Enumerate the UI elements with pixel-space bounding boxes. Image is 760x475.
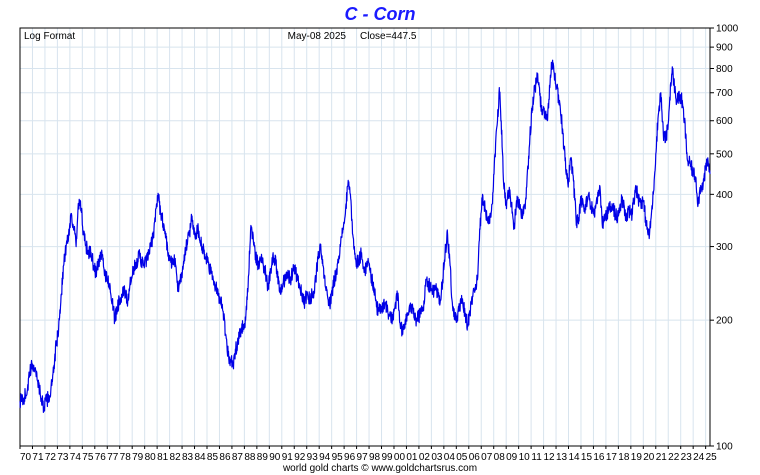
x-tick-label: 01	[406, 452, 418, 463]
y-tick-label: 200	[716, 316, 733, 327]
x-tick-label: 25	[706, 452, 718, 463]
log-format-label: Log Format	[24, 31, 75, 42]
x-tick-label: 87	[232, 452, 244, 463]
x-tick-label: 14	[568, 452, 580, 463]
x-tick-label: 70	[20, 452, 32, 463]
y-tick-label: 800	[716, 64, 733, 75]
x-tick-label: 16	[593, 452, 605, 463]
y-tick-label: 600	[716, 116, 733, 127]
corn-price-line	[19, 59, 711, 413]
x-tick-label: 93	[307, 452, 319, 463]
x-tick-label: 13	[556, 452, 568, 463]
x-tick-label: 12	[544, 452, 556, 463]
x-tick-label: 85	[207, 452, 219, 463]
x-tick-label: 94	[319, 452, 331, 463]
y-axis: 100 200 300 400 500 600 700 800 900 1000	[710, 24, 739, 453]
x-tick-label: 79	[132, 452, 144, 463]
y-tick-label: 300	[716, 242, 733, 253]
x-tick-label: 05	[456, 452, 468, 463]
x-tick-label: 15	[581, 452, 593, 463]
y-tick-label: 900	[716, 43, 733, 54]
x-tick-label: 98	[369, 452, 381, 463]
x-tick-label: 71	[32, 452, 44, 463]
x-tick-label: 73	[57, 452, 69, 463]
footer-credit: world gold charts © www.goldchartsrus.co…	[282, 463, 477, 474]
x-tick-label: 02	[419, 452, 431, 463]
x-tick-label: 95	[332, 452, 344, 463]
x-tick-label: 09	[506, 452, 518, 463]
x-tick-label: 78	[120, 452, 132, 463]
plot-frame	[19, 27, 711, 447]
x-tick-label: 08	[494, 452, 506, 463]
x-tick-label: 11	[531, 452, 542, 463]
x-axis: 70 71 72 73 74 75 76 77 78 79 80 81 82 83 84 85 86 87 88 89…	[19, 446, 718, 463]
date-label: May-08 2025	[288, 31, 347, 42]
y-tick-label: 100	[716, 442, 733, 453]
x-tick-label: 91	[282, 452, 294, 463]
x-tick-label: 83	[182, 452, 194, 463]
x-tick-label: 76	[95, 452, 107, 463]
x-tick-label: 06	[469, 452, 481, 463]
x-tick-label: 99	[381, 452, 393, 463]
x-tick-label: 74	[70, 452, 82, 463]
x-tick-label: 07	[481, 452, 493, 463]
y-tick-label: 1000	[716, 24, 739, 35]
x-tick-label: 80	[145, 452, 157, 463]
x-tick-label: 18	[618, 452, 630, 463]
close-label: Close=447.5	[360, 31, 417, 42]
x-tick-label: 90	[269, 452, 281, 463]
x-tick-label: 84	[194, 452, 206, 463]
x-tick-label: 88	[244, 452, 256, 463]
x-tick-label: 20	[643, 452, 655, 463]
x-tick-label: 24	[693, 452, 705, 463]
x-tick-label: 81	[157, 452, 169, 463]
y-tick-label: 700	[716, 88, 733, 99]
x-tick-label: 89	[257, 452, 269, 463]
x-tick-label: 17	[606, 452, 618, 463]
x-tick-label: 75	[82, 452, 94, 463]
y-tick-label: 500	[716, 149, 733, 160]
x-tick-label: 22	[668, 452, 680, 463]
x-tick-label: 86	[219, 452, 231, 463]
x-tick-label: 72	[45, 452, 57, 463]
x-tick-label: 03	[431, 452, 443, 463]
x-tick-label: 04	[444, 452, 456, 463]
x-tick-label: 92	[294, 452, 306, 463]
x-tick-label: 10	[519, 452, 531, 463]
x-tick-label: 21	[656, 452, 668, 463]
x-tick-label: 82	[170, 452, 182, 463]
x-tick-label: 97	[357, 452, 369, 463]
x-tick-label: 19	[631, 452, 643, 463]
chart-title: C - Corn	[345, 4, 416, 24]
x-tick-label: 00	[394, 452, 406, 463]
y-tick-label: 400	[716, 190, 733, 201]
x-tick-label: 23	[681, 452, 693, 463]
grid	[20, 28, 710, 446]
x-tick-label: 77	[107, 452, 119, 463]
x-tick-label: 96	[344, 452, 356, 463]
